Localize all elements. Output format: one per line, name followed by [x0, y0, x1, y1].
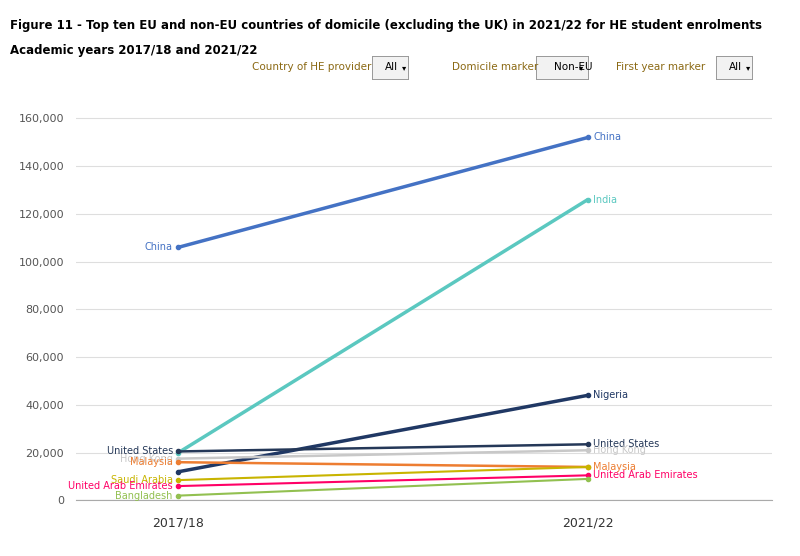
Text: Hong Kong: Hong Kong: [594, 445, 646, 455]
Text: Malaysia: Malaysia: [594, 462, 636, 472]
Text: United States: United States: [106, 446, 173, 456]
Text: All: All: [729, 62, 742, 72]
Text: Malaysia: Malaysia: [130, 457, 173, 467]
Text: United States: United States: [594, 439, 659, 449]
Text: United Arab Emirates: United Arab Emirates: [68, 481, 173, 491]
Text: United Arab Emirates: United Arab Emirates: [594, 470, 698, 480]
Text: Hong Kong: Hong Kong: [120, 454, 173, 464]
Text: Nigeria: Nigeria: [594, 390, 628, 400]
Text: ▾: ▾: [402, 63, 406, 72]
Text: ▾: ▾: [746, 63, 750, 72]
Text: All: All: [385, 62, 398, 72]
Text: China: China: [594, 132, 622, 142]
Text: First year marker: First year marker: [616, 62, 706, 72]
Text: China: China: [145, 242, 173, 252]
Text: Academic years 2017/18 and 2021/22: Academic years 2017/18 and 2021/22: [10, 44, 257, 57]
Text: India: India: [594, 195, 618, 205]
Text: ▾: ▾: [578, 63, 583, 72]
Text: Saudi Arabia: Saudi Arabia: [110, 475, 173, 485]
Text: Domicile marker: Domicile marker: [452, 62, 538, 72]
Text: Bangladesh: Bangladesh: [115, 490, 173, 500]
Text: Figure 11 - Top ten EU and non-EU countries of domicile (excluding the UK) in 20: Figure 11 - Top ten EU and non-EU countr…: [10, 19, 762, 32]
Text: Non-EU: Non-EU: [554, 62, 593, 72]
Text: Country of HE provider: Country of HE provider: [252, 62, 371, 72]
